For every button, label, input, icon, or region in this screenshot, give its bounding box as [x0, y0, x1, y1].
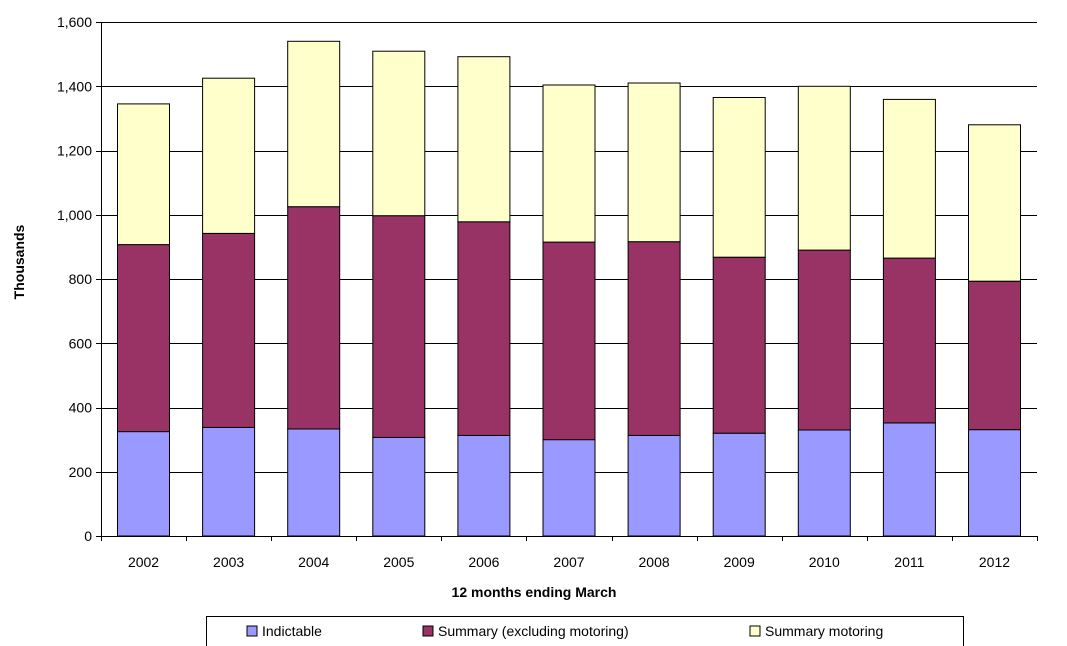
x-tick-label: 2008 [639, 554, 670, 570]
bar-2003-series-2 [202, 77, 256, 234]
legend-label-2: Summary motoring [765, 623, 883, 639]
bar-2006-series-1 [457, 221, 511, 436]
bar-2005-series-2 [372, 50, 426, 217]
bar-2007-series-0 [542, 439, 596, 537]
bar-2008-series-1 [627, 241, 681, 436]
y-tick-label: 0 [84, 528, 92, 544]
bar-2010-series-1 [797, 249, 851, 431]
y-tick-labels: 0 200 400 600 800 1,000 1,200 1,400 1,600 [57, 14, 92, 544]
x-tick-labels: 2002 2003 2004 2005 2006 2007 2008 2009 2010 2011… [128, 554, 1010, 570]
bar-2011-series-1 [882, 257, 936, 424]
x-axis-title: 12 months ending March [452, 584, 617, 600]
bar-2010-series-0 [797, 429, 851, 537]
x-tick-label: 2005 [383, 554, 414, 570]
bar-2008-series-0 [627, 434, 681, 537]
legend-swatch-2 [749, 625, 761, 637]
bar-2002-series-1 [117, 244, 170, 433]
bar-2011-series-2 [882, 98, 936, 259]
bar-2009-series-2 [712, 97, 766, 258]
y-axis-title: Thousands [11, 224, 27, 299]
x-tick-label: 2004 [298, 554, 329, 570]
legend: Indictable Summary (excluding motoring) Su… [206, 616, 964, 646]
y-tick-label: 600 [69, 335, 93, 351]
bar-2007-series-1 [542, 241, 596, 441]
legend-label-1: Summary (excluding motoring) [438, 623, 629, 639]
bar-2011-series-0 [882, 422, 936, 537]
bar-2004-series-1 [287, 206, 341, 430]
bar-2002-series-2 [117, 103, 170, 246]
legend-label-0: Indictable [262, 623, 322, 639]
x-tick-label: 2010 [809, 554, 840, 570]
x-tick-label: 2002 [128, 554, 159, 570]
legend-box [206, 616, 964, 646]
y-tick-label: 1,600 [57, 14, 92, 30]
legend-swatch-0 [246, 625, 258, 637]
axes [96, 22, 1038, 541]
bar-2003-series-1 [202, 232, 256, 428]
bar-2005-series-0 [372, 436, 426, 537]
bar-2003-series-0 [202, 426, 256, 537]
bar-2012-series-2 [968, 124, 1021, 282]
bar-2002-series-0 [117, 431, 170, 537]
bar-2009-series-0 [712, 432, 766, 537]
y-tick-label: 1,400 [57, 78, 92, 94]
bar-2006-series-0 [457, 434, 511, 537]
y-tick-label: 800 [69, 271, 93, 287]
x-tick-label: 2007 [553, 554, 584, 570]
x-tick-label: 2006 [468, 554, 499, 570]
bar-2008-series-2 [627, 82, 681, 243]
y-tick-label: 1,200 [57, 143, 92, 159]
bar-2004-series-0 [287, 428, 341, 537]
x-tick-label: 2012 [979, 554, 1010, 570]
y-tick-label: 400 [69, 400, 93, 416]
bar-2012-series-1 [968, 280, 1021, 431]
y-tick-label: 200 [69, 464, 93, 480]
x-tick-label: 2011 [894, 554, 924, 570]
bar-2007-series-2 [542, 84, 596, 243]
bars [117, 40, 1021, 537]
bar-2006-series-2 [457, 56, 511, 223]
bar-2005-series-1 [372, 215, 426, 438]
bar-2010-series-2 [797, 85, 851, 251]
bar-2004-series-2 [287, 40, 341, 208]
legend-swatch-1 [422, 625, 434, 637]
bar-2009-series-1 [712, 256, 766, 434]
x-tick-label: 2003 [213, 554, 244, 570]
bar-2012-series-0 [968, 429, 1021, 537]
y-tick-label: 1,000 [57, 207, 92, 223]
x-tick-label: 2009 [724, 554, 755, 570]
